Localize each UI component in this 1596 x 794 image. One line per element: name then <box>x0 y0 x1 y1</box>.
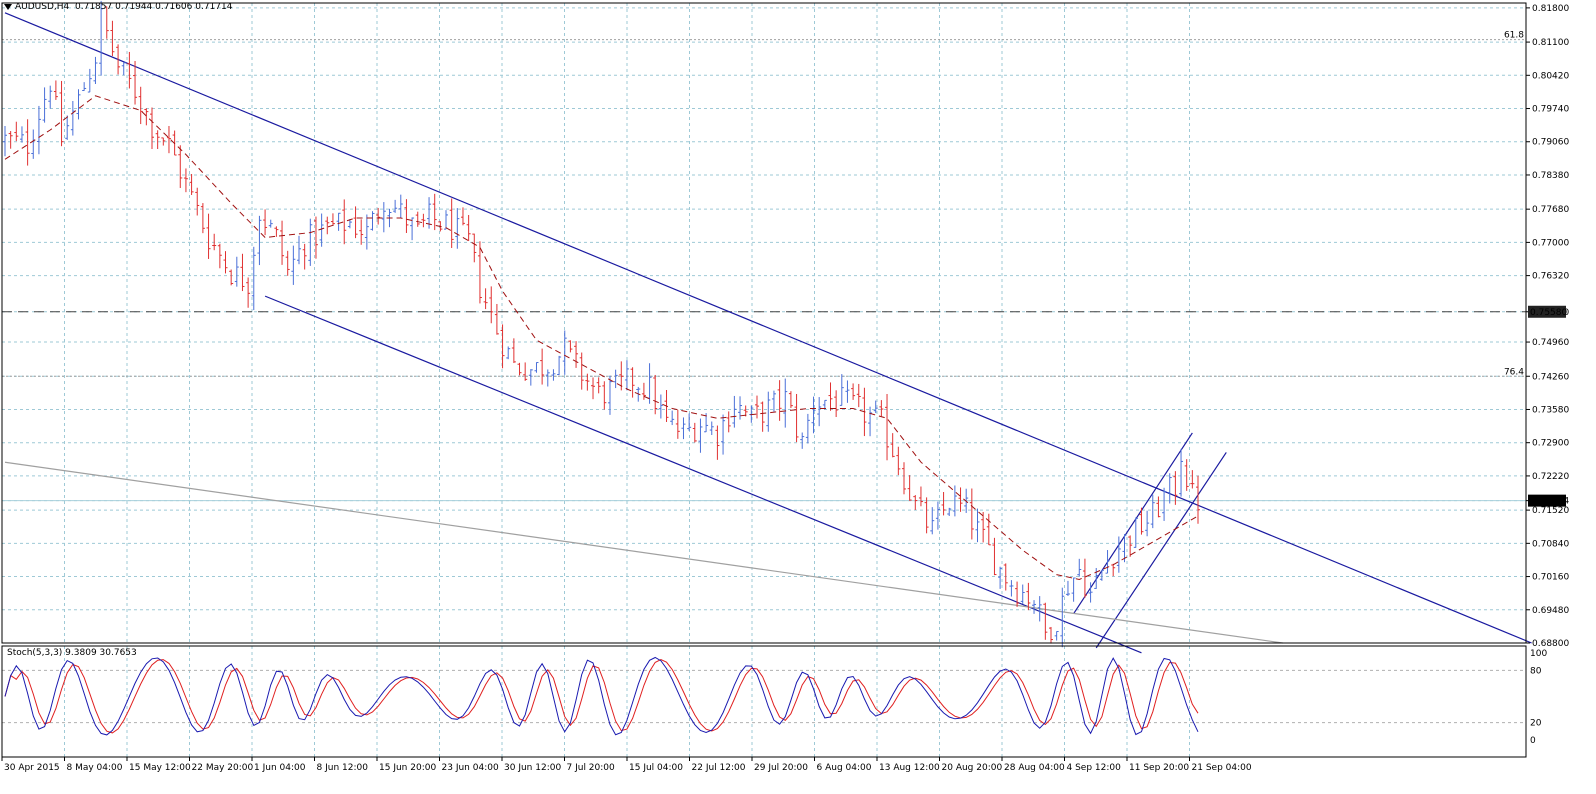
x-tick-label: 15 Jul 04:00 <box>629 763 683 773</box>
y-tick-label: 0.72220 <box>1532 472 1569 482</box>
main-panel-frame <box>1 2 1527 644</box>
price-axis: 0.81800 0.81100 0.80420 0.79740 0.79060 0.783… <box>1526 4 1569 649</box>
stoch-y-tick-label: 20 <box>1530 719 1542 729</box>
y-tick-label: 0.68800 <box>1532 639 1569 649</box>
y-tick-label: 0.74960 <box>1532 338 1569 348</box>
price-markers: 0.75580 0.71714 <box>1528 305 1567 507</box>
channel-line <box>4 12 1532 644</box>
menu-triangle-icon[interactable] <box>4 3 12 10</box>
fib-label: 76.4 <box>1504 367 1524 377</box>
x-tick-label: 8 Jun 12:00 <box>317 763 369 773</box>
x-tick-label: 8 May 04:00 <box>67 763 123 773</box>
price-marker-label: 0.75580 <box>1530 308 1567 318</box>
y-tick-label: 0.70840 <box>1532 539 1569 549</box>
stoch-grid <box>1 646 1526 757</box>
stoch-axis: 100 80 20 0 <box>1530 649 1547 746</box>
x-tick-label: 13 Aug 12:00 <box>879 763 940 773</box>
x-tick-label: 21 Sep 04:00 <box>1192 763 1252 773</box>
y-tick-label: 0.79740 <box>1532 105 1569 115</box>
x-tick-label: 6 Aug 04:00 <box>817 763 872 773</box>
x-tick-label: 15 Jun 20:00 <box>379 763 436 773</box>
y-tick-label: 0.74260 <box>1532 372 1569 382</box>
stoch-y-tick-label: 0 <box>1530 736 1536 746</box>
x-tick-label: 22 Jul 12:00 <box>692 763 746 773</box>
x-tick-label: 15 May 12:00 <box>129 763 191 773</box>
trend-channels: 61.8 76.4 <box>2 12 1532 654</box>
x-tick-label: 22 May 20:00 <box>192 763 254 773</box>
moving-average-line <box>4 95 1199 581</box>
y-tick-label: 0.71520 <box>1532 506 1569 516</box>
y-tick-label: 0.77680 <box>1532 205 1569 215</box>
y-tick-label: 0.81100 <box>1532 38 1569 48</box>
price-marker-label: 0.71714 <box>1530 497 1567 507</box>
y-tick-label: 0.80420 <box>1532 71 1569 81</box>
panel-frames <box>1 2 1527 758</box>
x-tick-label: 29 Jul 20:00 <box>754 763 808 773</box>
x-tick-label: 28 Aug 04:00 <box>1004 763 1065 773</box>
x-tick-label: 1 Jun 04:00 <box>254 763 306 773</box>
x-tick-label: 20 Aug 20:00 <box>942 763 1003 773</box>
y-tick-label: 0.78380 <box>1532 171 1569 181</box>
x-tick-label: 11 Sep 20:00 <box>1129 763 1189 773</box>
y-tick-label: 0.69480 <box>1532 606 1569 616</box>
fan-line <box>4 461 1283 644</box>
main-grid <box>1 3 1526 644</box>
y-tick-label: 0.70160 <box>1532 573 1569 583</box>
stoch-main-line <box>4 656 1199 736</box>
stoch-panel-frame <box>1 645 1527 758</box>
stoch-y-tick-label: 80 <box>1530 666 1542 676</box>
chart-header: AUDUSD,H4 0.71857 0.71944 0.71606 0.7171… <box>4 2 232 12</box>
x-tick-label: 30 Apr 2015 <box>4 763 60 773</box>
channel-line <box>264 295 1142 654</box>
y-tick-label: 0.76320 <box>1532 272 1569 282</box>
symbol-label: AUDUSD,H4 <box>15 2 70 12</box>
price-marker-box <box>1528 305 1566 318</box>
price-marker-box <box>1528 494 1566 507</box>
x-tick-label: 23 Jun 04:00 <box>442 763 499 773</box>
y-tick-label: 0.79060 <box>1532 138 1569 148</box>
time-axis: 30 Apr 2015 8 May 04:00 15 May 12:00 22 May… <box>1 757 1252 773</box>
stoch-label: Stoch(5,3,3) 9.3809 30.7653 <box>7 648 137 658</box>
ohlc-values: 0.71857 0.71944 0.71606 0.71714 <box>75 2 233 12</box>
x-tick-label: 7 Jul 20:00 <box>567 763 616 773</box>
stoch-y-tick-label: 100 <box>1530 649 1547 659</box>
y-tick-label: 0.72900 <box>1532 439 1569 449</box>
stochastic-lines <box>4 656 1199 736</box>
y-tick-label: 0.81800 <box>1532 4 1569 14</box>
channel-line <box>1073 432 1193 615</box>
fib-label: 61.8 <box>1504 31 1524 41</box>
candles <box>3 0 1200 648</box>
x-tick-label: 4 Sep 12:00 <box>1067 763 1122 773</box>
y-tick-label: 0.77000 <box>1532 238 1569 248</box>
x-tick-label: 30 Jun 12:00 <box>504 763 561 773</box>
channel-line <box>1095 452 1227 649</box>
y-tick-label: 0.73580 <box>1532 405 1569 415</box>
moving-average <box>4 95 1199 581</box>
